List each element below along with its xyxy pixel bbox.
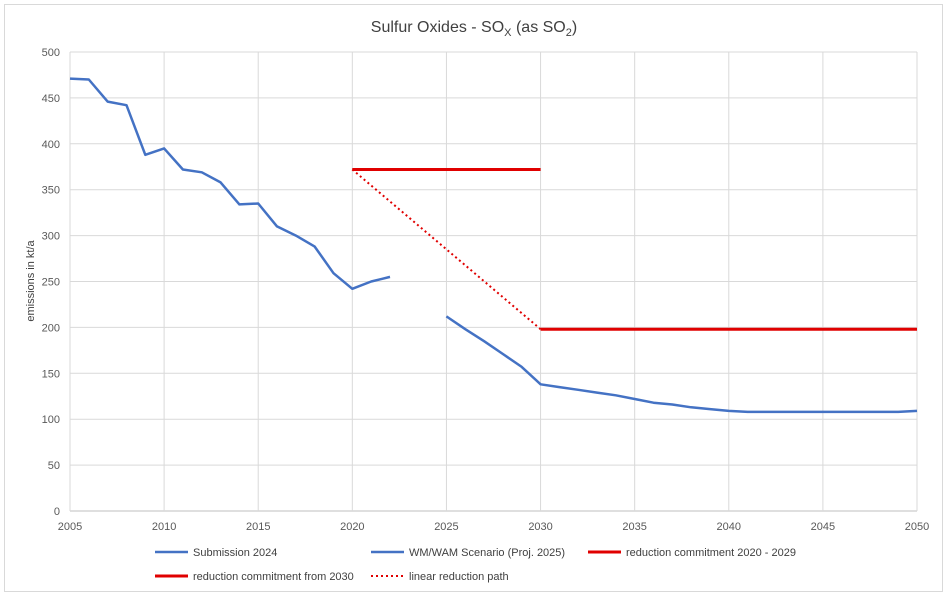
x-tick-label-2005: 2005 — [58, 521, 82, 533]
series-layer — [69, 77, 918, 414]
x-tick-label-2050: 2050 — [905, 521, 929, 533]
y-tick-label-200: 200 — [42, 322, 60, 334]
x-tick-label-2030: 2030 — [528, 521, 552, 533]
axis-layer: 0 50 100 150 200 250 300 350 400 450 500 2005 2010 20… — [42, 47, 930, 533]
legend: Submission 2024 WM/WAM Scenario (Proj. 20… — [155, 547, 796, 583]
title-suffix: ) — [572, 19, 577, 36]
x-tick-label-2020: 2020 — [340, 521, 364, 533]
legend-label-5: linear reduction path — [409, 571, 509, 583]
y-tick-label-0: 0 — [54, 506, 60, 518]
chart-frame — [4, 4, 943, 592]
x-tick-label-2045: 2045 — [811, 521, 835, 533]
y-tick-label-250: 250 — [42, 277, 60, 289]
title-prefix: Sulfur Oxides - SO — [371, 19, 504, 36]
y-tick-label-450: 450 — [42, 93, 60, 105]
y-tick-label-50: 50 — [48, 460, 60, 472]
x-tick-label-2010: 2010 — [152, 521, 176, 533]
x-tick-label-2025: 2025 — [434, 521, 458, 533]
y-tick-label-400: 400 — [42, 139, 60, 151]
title-sub-2: 2 — [566, 27, 572, 39]
x-tick-label-2040: 2040 — [717, 521, 741, 533]
legend-label-3: reduction commitment 2020 - 2029 — [626, 547, 796, 559]
series-line-5 — [351, 168, 542, 330]
y-tick-label-100: 100 — [42, 414, 60, 426]
y-tick-label-500: 500 — [42, 47, 60, 59]
title-sub-x: X — [504, 27, 512, 39]
y-tick-label-150: 150 — [42, 368, 60, 380]
y-axis-label: emissions in kt/a — [25, 239, 37, 321]
x-tick-label-2015: 2015 — [246, 521, 270, 533]
chart-title: Sulfur Oxides - SOX (as SO2) — [371, 19, 577, 39]
y-tick-label-300: 300 — [42, 231, 60, 243]
grid-layer — [69, 51, 918, 512]
legend-label-2: WM/WAM Scenario (Proj. 2025) — [409, 547, 565, 559]
x-tick-label-2035: 2035 — [622, 521, 646, 533]
title-middle: (as SO — [512, 19, 566, 36]
legend-label-4: reduction commitment from 2030 — [193, 571, 354, 583]
legend-label-1: Submission 2024 — [193, 547, 277, 559]
series-line-2 — [445, 315, 918, 414]
series-line-1 — [69, 77, 391, 291]
y-tick-label-350: 350 — [42, 185, 60, 197]
